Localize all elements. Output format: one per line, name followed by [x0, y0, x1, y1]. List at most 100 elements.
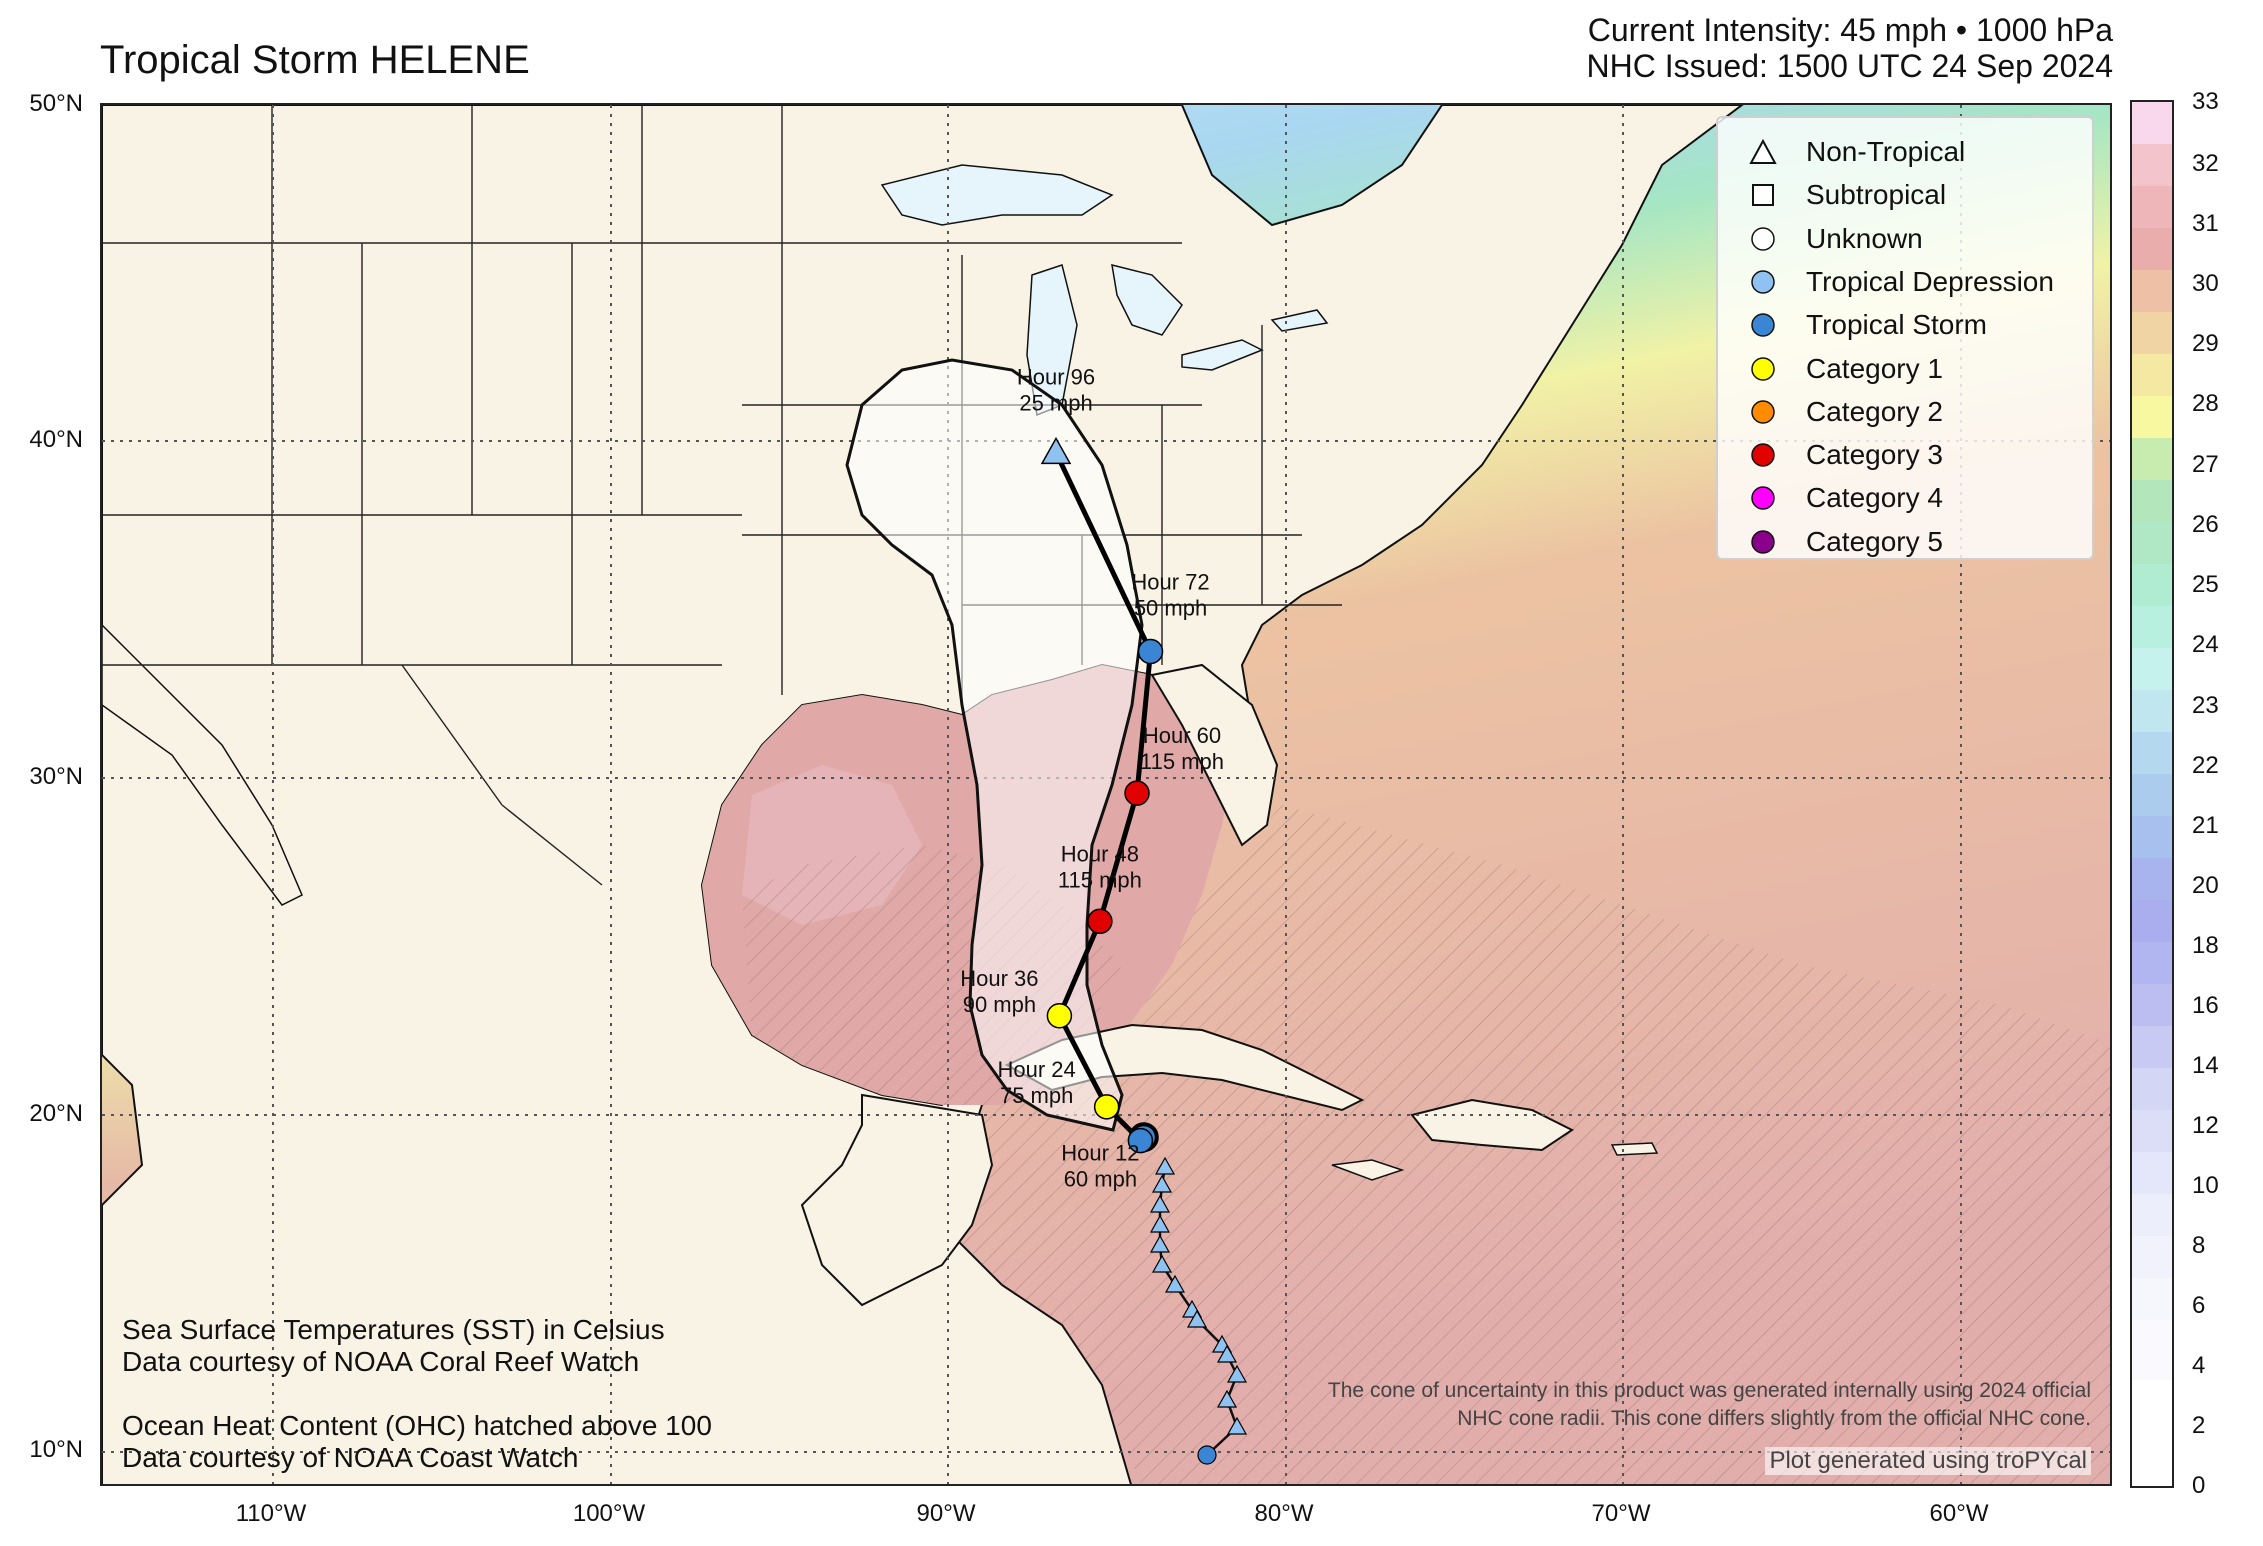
lake-ontario [1270, 309, 1329, 332]
colorbar-tick: 14 [2192, 1052, 2219, 1079]
forecast-hour-label: Hour 96 [1017, 364, 1095, 389]
colorbar-tick: 8 [2192, 1232, 2206, 1259]
baja-california [102, 623, 303, 906]
colorbar-tick: 25 [2192, 571, 2219, 598]
legend-label: Tropical Storm [1806, 309, 1988, 341]
colorbar-tick: 29 [2192, 330, 2219, 357]
triangle-marker-icon [1746, 135, 1780, 169]
forecast-wind-label: 60 mph [1064, 1167, 1137, 1192]
lat-label-20n: 20°N [29, 1100, 83, 1127]
colorbar-tick: 10 [2192, 1172, 2219, 1199]
circle-marker-icon [1746, 352, 1780, 386]
past-track-point [1226, 1416, 1248, 1435]
forecast-point [1124, 780, 1150, 806]
legend-item: Category 4 [1746, 478, 1943, 518]
legend-item: Non-Tropical [1746, 132, 1965, 172]
legend-label: Category 4 [1806, 482, 1943, 514]
lon-label-110w: 110°W [235, 1500, 307, 1527]
past-track-point [1216, 1344, 1238, 1363]
past-track-point [1197, 1445, 1217, 1465]
forecast-point [1040, 436, 1072, 465]
sst-colorbar [2130, 100, 2174, 1488]
sst-note-line1: Sea Surface Temperatures (SST) in Celsiu… [122, 1314, 665, 1345]
circle-marker-icon [1746, 308, 1780, 342]
lat-label-30n: 30°N [29, 763, 83, 790]
lon-label-70w: 70°W [1591, 1500, 1651, 1527]
colorbar-tick: 16 [2192, 992, 2219, 1019]
forecast-wind-label: 50 mph [1134, 595, 1207, 620]
forecast-wind-label: 25 mph [1019, 390, 1092, 415]
past-track-point [1164, 1274, 1186, 1293]
forecast-point [1127, 1127, 1154, 1154]
past-track-point [1149, 1214, 1171, 1233]
past-track-point [1149, 1234, 1171, 1253]
legend: Non-Tropical Subtropical Unknown Tropical D… [1716, 116, 2094, 560]
past-track-point [1186, 1309, 1208, 1328]
lat-label-10n: 10°N [29, 1436, 83, 1463]
legend-label: Category 1 [1806, 352, 1943, 384]
legend-item: Category 2 [1746, 392, 1943, 432]
colorbar-tick: 28 [2192, 390, 2219, 417]
colorbar-tick: 30 [2192, 270, 2219, 297]
colorbar-tick: 20 [2192, 872, 2219, 899]
forecast-hour-label: Hour 72 [1131, 569, 1209, 594]
colorbar-tick: 18 [2192, 932, 2219, 959]
legend-item: Tropical Depression [1746, 262, 2054, 302]
sst-note-line2: Data courtesy of NOAA Coral Reef Watch [122, 1346, 640, 1377]
colorbar-tick: 12 [2192, 1112, 2219, 1139]
colorbar-tick: 22 [2192, 752, 2219, 779]
plot-credit: Plot generated using troPYcal [1765, 1447, 2091, 1475]
legend-item: Subtropical [1746, 175, 1946, 215]
colorbar-tick: 2 [2192, 1412, 2206, 1439]
map[interactable]: Hour 12 60 mph Hour 24 75 mph Hour 36 90 mph H… [100, 103, 2112, 1486]
legend-label: Non-Tropical [1806, 136, 1966, 167]
forecast-hour-label: Hour 60 [1143, 723, 1221, 748]
florida [1150, 663, 1279, 847]
forecast-hour-label: Hour 36 [960, 966, 1038, 991]
colorbar-tick: 33 [2192, 88, 2219, 115]
nhc-issued: NHC Issued: 1500 UTC 24 Sep 2024 [1586, 48, 2113, 84]
forecast-point [1137, 638, 1164, 665]
forecast-wind-label: 90 mph [963, 992, 1036, 1017]
colorbar-tick: 21 [2192, 812, 2219, 839]
past-track-point [1226, 1364, 1248, 1383]
past-track-point [1151, 1174, 1173, 1193]
cone-of-uncertainty [845, 358, 1144, 1132]
past-track-point [1154, 1156, 1176, 1175]
lat-label-40n: 40°N [29, 426, 83, 453]
legend-label: Category 2 [1806, 395, 1943, 427]
legend-label: Tropical Depression [1806, 265, 2054, 297]
legend-label: Subtropical [1806, 179, 1947, 211]
colorbar-tick: 23 [2192, 692, 2219, 719]
colorbar-tick: 27 [2192, 451, 2219, 478]
forecast-hour-label: Hour 12 [1061, 1141, 1139, 1166]
jamaica [1331, 1159, 1405, 1181]
colorbar-tick: 0 [2192, 1472, 2206, 1499]
circle-marker-icon [1746, 438, 1780, 472]
lon-label-90w: 90°W [916, 1500, 976, 1527]
lon-label-80w: 80°W [1254, 1500, 1314, 1527]
forecast-point [1087, 908, 1113, 935]
forecast-wind-label: 75 mph [1000, 1083, 1073, 1108]
colorbar-tick: 26 [2192, 511, 2219, 538]
past-track-point [1151, 1254, 1173, 1273]
colorbar-tick: 32 [2192, 150, 2219, 177]
legend-label: Category 3 [1806, 439, 1943, 471]
forecast-wind-label: 115 mph [1140, 749, 1224, 774]
legend-item: Category 3 [1746, 435, 1943, 475]
colorbar-tick: 4 [2192, 1352, 2206, 1379]
puerto-rico [1610, 1142, 1659, 1156]
circle-marker-icon [1746, 481, 1780, 515]
current-intensity: Current Intensity: 45 mph • 1000 hPa [1587, 12, 2113, 48]
yucatan [800, 1093, 994, 1307]
forecast-hour-label: Hour 24 [998, 1057, 1076, 1082]
lat-label-50n: 50°N [29, 90, 83, 117]
lon-label-60w: 60°W [1929, 1500, 1989, 1527]
circle-marker-icon [1746, 395, 1780, 429]
legend-item: Unknown [1746, 219, 1923, 259]
lake-erie [1181, 339, 1264, 371]
lon-label-100w: 100°W [572, 1500, 646, 1527]
ohc-note-line2: Data courtesy of NOAA Coast Watch [122, 1442, 579, 1473]
forecast-points [1040, 436, 1164, 1154]
ohc-note-line1: Ocean Heat Content (OHC) hatched above 1… [122, 1410, 712, 1441]
